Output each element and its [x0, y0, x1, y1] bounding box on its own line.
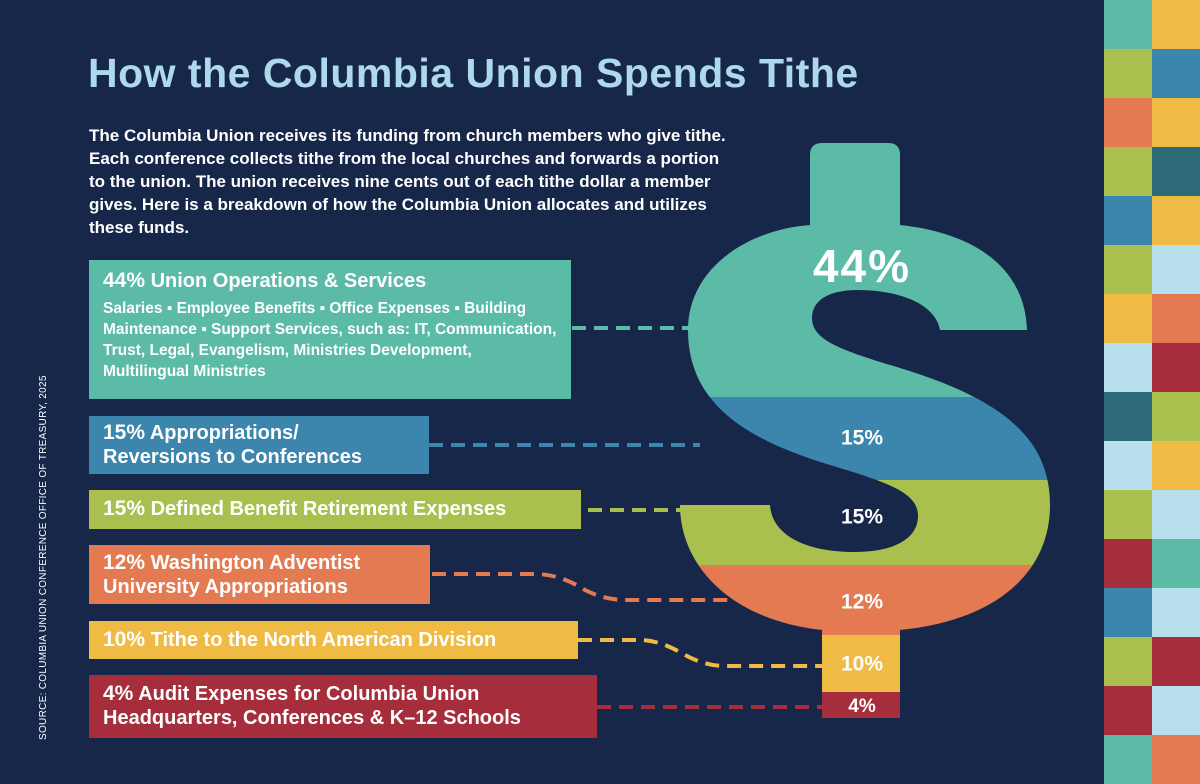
category-wau: 12% Washington Adventist University Appr…	[89, 545, 430, 604]
category-label: Appropriations/	[145, 422, 299, 444]
band-label-union-operations: 44%	[813, 240, 911, 292]
category-label: Washington Adventist	[145, 552, 361, 574]
stripe-cell	[1104, 686, 1152, 735]
stripe-cell	[1152, 686, 1200, 735]
stripe-cell	[1152, 441, 1200, 490]
category-label: Tithe to the North American Division	[145, 629, 497, 651]
category-label: Defined Benefit Retirement Expenses	[145, 498, 507, 520]
stripe-cell	[1104, 245, 1152, 294]
source-note: SOURCE: COLUMBIA UNION CONFERENCE OFFICE…	[38, 375, 49, 740]
stripe-cell	[1152, 0, 1200, 49]
stripe-cell	[1104, 637, 1152, 686]
category-percent: 44%	[103, 269, 146, 292]
connector-wau	[432, 572, 730, 602]
stripe-cell	[1104, 343, 1152, 392]
color-stripe-border	[1104, 0, 1200, 784]
stripe-cell	[1104, 196, 1152, 245]
category-label-line2: Headquarters, Conferences & K–12 Schools	[103, 707, 521, 729]
stripe-cell	[1104, 0, 1152, 49]
stripe-cell	[1104, 98, 1152, 147]
category-nad: 10% Tithe to the North American Division	[89, 621, 578, 659]
stripe-cell	[1152, 392, 1200, 441]
stripe-cell	[1152, 343, 1200, 392]
stripe-cell	[1152, 735, 1200, 784]
stripe-cell	[1104, 735, 1152, 784]
category-union-operations: 44% Union Operations & Services Salaries…	[89, 260, 571, 399]
category-percent: 15%	[103, 421, 146, 444]
stripe-cell	[1152, 637, 1200, 686]
connector-nad	[578, 638, 822, 668]
category-description: Salaries ▪ Employee Benefits ▪ Office Ex…	[103, 300, 557, 380]
stripe-cell	[1104, 490, 1152, 539]
category-percent: 15%	[103, 497, 146, 520]
stripe-cell	[1104, 588, 1152, 637]
category-percent: 4%	[103, 682, 134, 705]
stripe-cell	[1152, 196, 1200, 245]
stripe-cell	[1152, 98, 1200, 147]
category-label-line2: Reversions to Conferences	[103, 446, 362, 468]
stripe-cell	[1152, 588, 1200, 637]
page-title: How the Columbia Union Spends Tithe	[88, 50, 859, 96]
category-percent: 12%	[103, 551, 146, 574]
stripe-cell	[1152, 490, 1200, 539]
category-label: Audit Expenses for Columbia Union	[133, 683, 480, 705]
stripe-cell	[1104, 392, 1152, 441]
stripe-cell	[1152, 245, 1200, 294]
stripe-cell	[1152, 539, 1200, 588]
band-label-wau: 12%	[841, 591, 883, 614]
stripe-cell	[1152, 294, 1200, 343]
band-label-appropriations: 15%	[841, 427, 883, 450]
stripe-cell	[1104, 49, 1152, 98]
band-label-audit: 4%	[848, 696, 876, 717]
stripe-cell	[1152, 49, 1200, 98]
category-audit: 4% Audit Expenses for Columbia Union Hea…	[89, 675, 597, 738]
band-label-retirement: 15%	[841, 506, 883, 529]
stripe-cell	[1104, 147, 1152, 196]
stripe-cell	[1104, 441, 1152, 490]
category-percent: 10%	[103, 628, 146, 651]
stripe-cell	[1104, 539, 1152, 588]
category-appropriations: 15% Appropriations/ Reversions to Confer…	[89, 416, 429, 474]
category-label: Union Operations & Services	[145, 270, 427, 292]
stripe-cell	[1104, 294, 1152, 343]
stripe-cell	[1152, 147, 1200, 196]
category-label-line2: University Appropriations	[103, 576, 348, 598]
intro-paragraph: The Columbia Union receives its funding …	[89, 126, 726, 237]
category-retirement: 15% Defined Benefit Retirement Expenses	[89, 490, 581, 529]
band-label-nad: 10%	[841, 653, 883, 676]
